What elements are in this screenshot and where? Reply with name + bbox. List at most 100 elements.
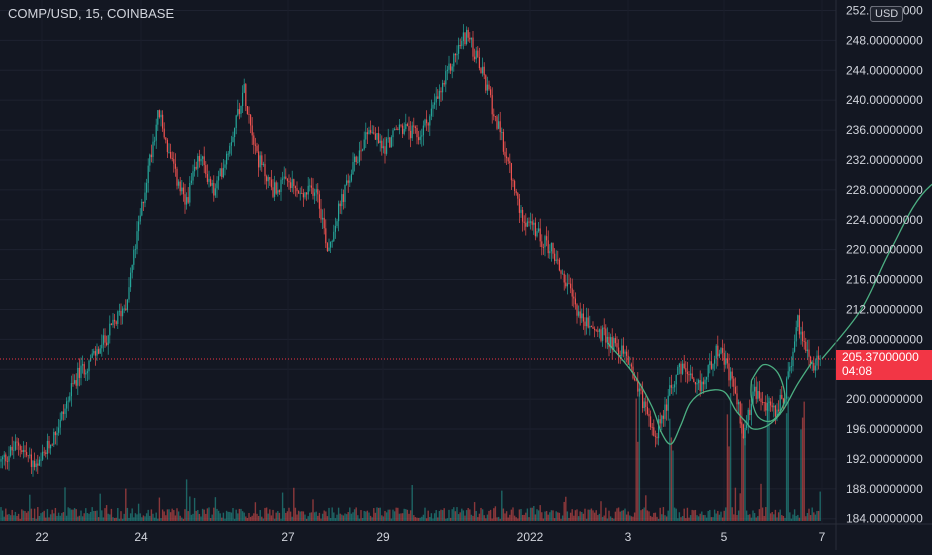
volume-bar: [371, 517, 373, 521]
volume-bar: [560, 518, 562, 521]
candle-body: [237, 109, 239, 116]
candle-body: [645, 401, 647, 407]
volume-bar: [315, 511, 317, 521]
candle-body: [691, 373, 693, 379]
candle-body: [440, 90, 442, 93]
volume-bar: [118, 518, 121, 521]
candle-body: [110, 323, 112, 326]
user-drawings[interactable]: [607, 119, 932, 445]
candle-body: [546, 236, 548, 241]
volume-bar: [541, 512, 543, 521]
volume-bar: [523, 514, 525, 521]
candle-body: [547, 240, 549, 254]
volume-bar: [464, 515, 466, 521]
price-tick-label: 192.00000000: [846, 452, 923, 466]
candle-body: [717, 345, 719, 357]
volume-bar: [326, 516, 329, 521]
candle-body: [549, 251, 551, 254]
volume-bar: [174, 515, 177, 521]
volume-bar: [288, 507, 290, 521]
candle-body: [50, 444, 52, 449]
price-axis[interactable]: 184.00000000 188.00000000 192.00000000 196.…: [846, 3, 923, 525]
candle-body: [611, 337, 613, 350]
candle-body: [30, 454, 32, 467]
candle-body: [195, 166, 197, 169]
candle-body: [106, 342, 108, 346]
candle-body: [438, 90, 440, 99]
candle-body: [603, 327, 605, 329]
candle-body: [814, 365, 816, 371]
volume-bar: [673, 507, 676, 521]
volume-bar: [88, 513, 90, 521]
volume-bar: [342, 515, 345, 521]
volume-bar: [509, 514, 511, 521]
volume-bar: [777, 512, 780, 521]
volume-bar: [251, 515, 253, 521]
volume-bar: [536, 509, 538, 521]
volume-bar: [779, 509, 781, 521]
volume-bar: [121, 518, 124, 521]
volume-bar: [557, 512, 559, 521]
candle-body: [299, 193, 301, 194]
volume-bar: [259, 510, 261, 521]
candle-body: [579, 311, 581, 319]
candle-body: [531, 221, 533, 225]
candle-body: [378, 133, 380, 144]
volume-bar: [544, 511, 546, 521]
candle-body: [278, 190, 280, 192]
volume-bar: [485, 518, 487, 521]
volume-bar: [731, 507, 733, 521]
candle-body: [768, 401, 770, 403]
candle-body: [18, 442, 20, 446]
volume-bar: [456, 507, 458, 521]
volume-bar: [432, 518, 434, 521]
volume-bar: [665, 516, 668, 521]
candle-body: [381, 140, 383, 149]
candle-body: [506, 156, 508, 159]
volume-bar: [733, 514, 735, 521]
volume-bar: [771, 511, 773, 521]
volume-bar: [563, 501, 565, 521]
volume-bar: [427, 510, 429, 521]
candle-body: [526, 221, 528, 227]
volume-bar: [680, 517, 682, 521]
volume-bar: [526, 508, 529, 521]
candle-body: [510, 163, 512, 181]
candle-body: [707, 365, 709, 378]
volume-bar: [299, 511, 301, 521]
volume-bar: [769, 513, 772, 521]
candle-body: [101, 344, 103, 349]
candle-body: [338, 203, 340, 222]
volume-bar: [542, 518, 545, 521]
candle-body: [619, 355, 621, 357]
candle-body: [0, 459, 2, 462]
candle-body: [699, 380, 701, 391]
time-axis[interactable]: 22 24 27 29 2022 3 5 7: [35, 530, 825, 544]
volume-bar: [734, 487, 737, 521]
candle-body: [173, 159, 175, 164]
candle-body: [426, 119, 428, 124]
volume-bar: [816, 510, 818, 521]
candle-body: [723, 352, 725, 365]
currency-badge[interactable]: USD: [870, 6, 904, 22]
volume-bar: [334, 518, 337, 521]
symbol-title[interactable]: COMP/USD, 15, COINBASE: [8, 6, 175, 21]
candle-body: [518, 198, 520, 213]
price-tick-label: 248.00000000: [846, 33, 923, 47]
candle-body: [643, 401, 645, 409]
volume-bar: [678, 512, 681, 521]
candle-body: [600, 329, 602, 341]
volume-bar: [257, 515, 260, 521]
volume-bar: [376, 507, 378, 521]
candle-body: [290, 182, 292, 189]
volume-bar: [262, 518, 265, 521]
time-tick-label: 24: [134, 530, 148, 544]
volume-bar: [549, 512, 551, 521]
candle-body: [170, 151, 172, 158]
candle-body: [112, 319, 114, 326]
volume-bar: [493, 508, 495, 521]
volume-bar: [573, 515, 575, 521]
volume-bar: [157, 518, 159, 521]
